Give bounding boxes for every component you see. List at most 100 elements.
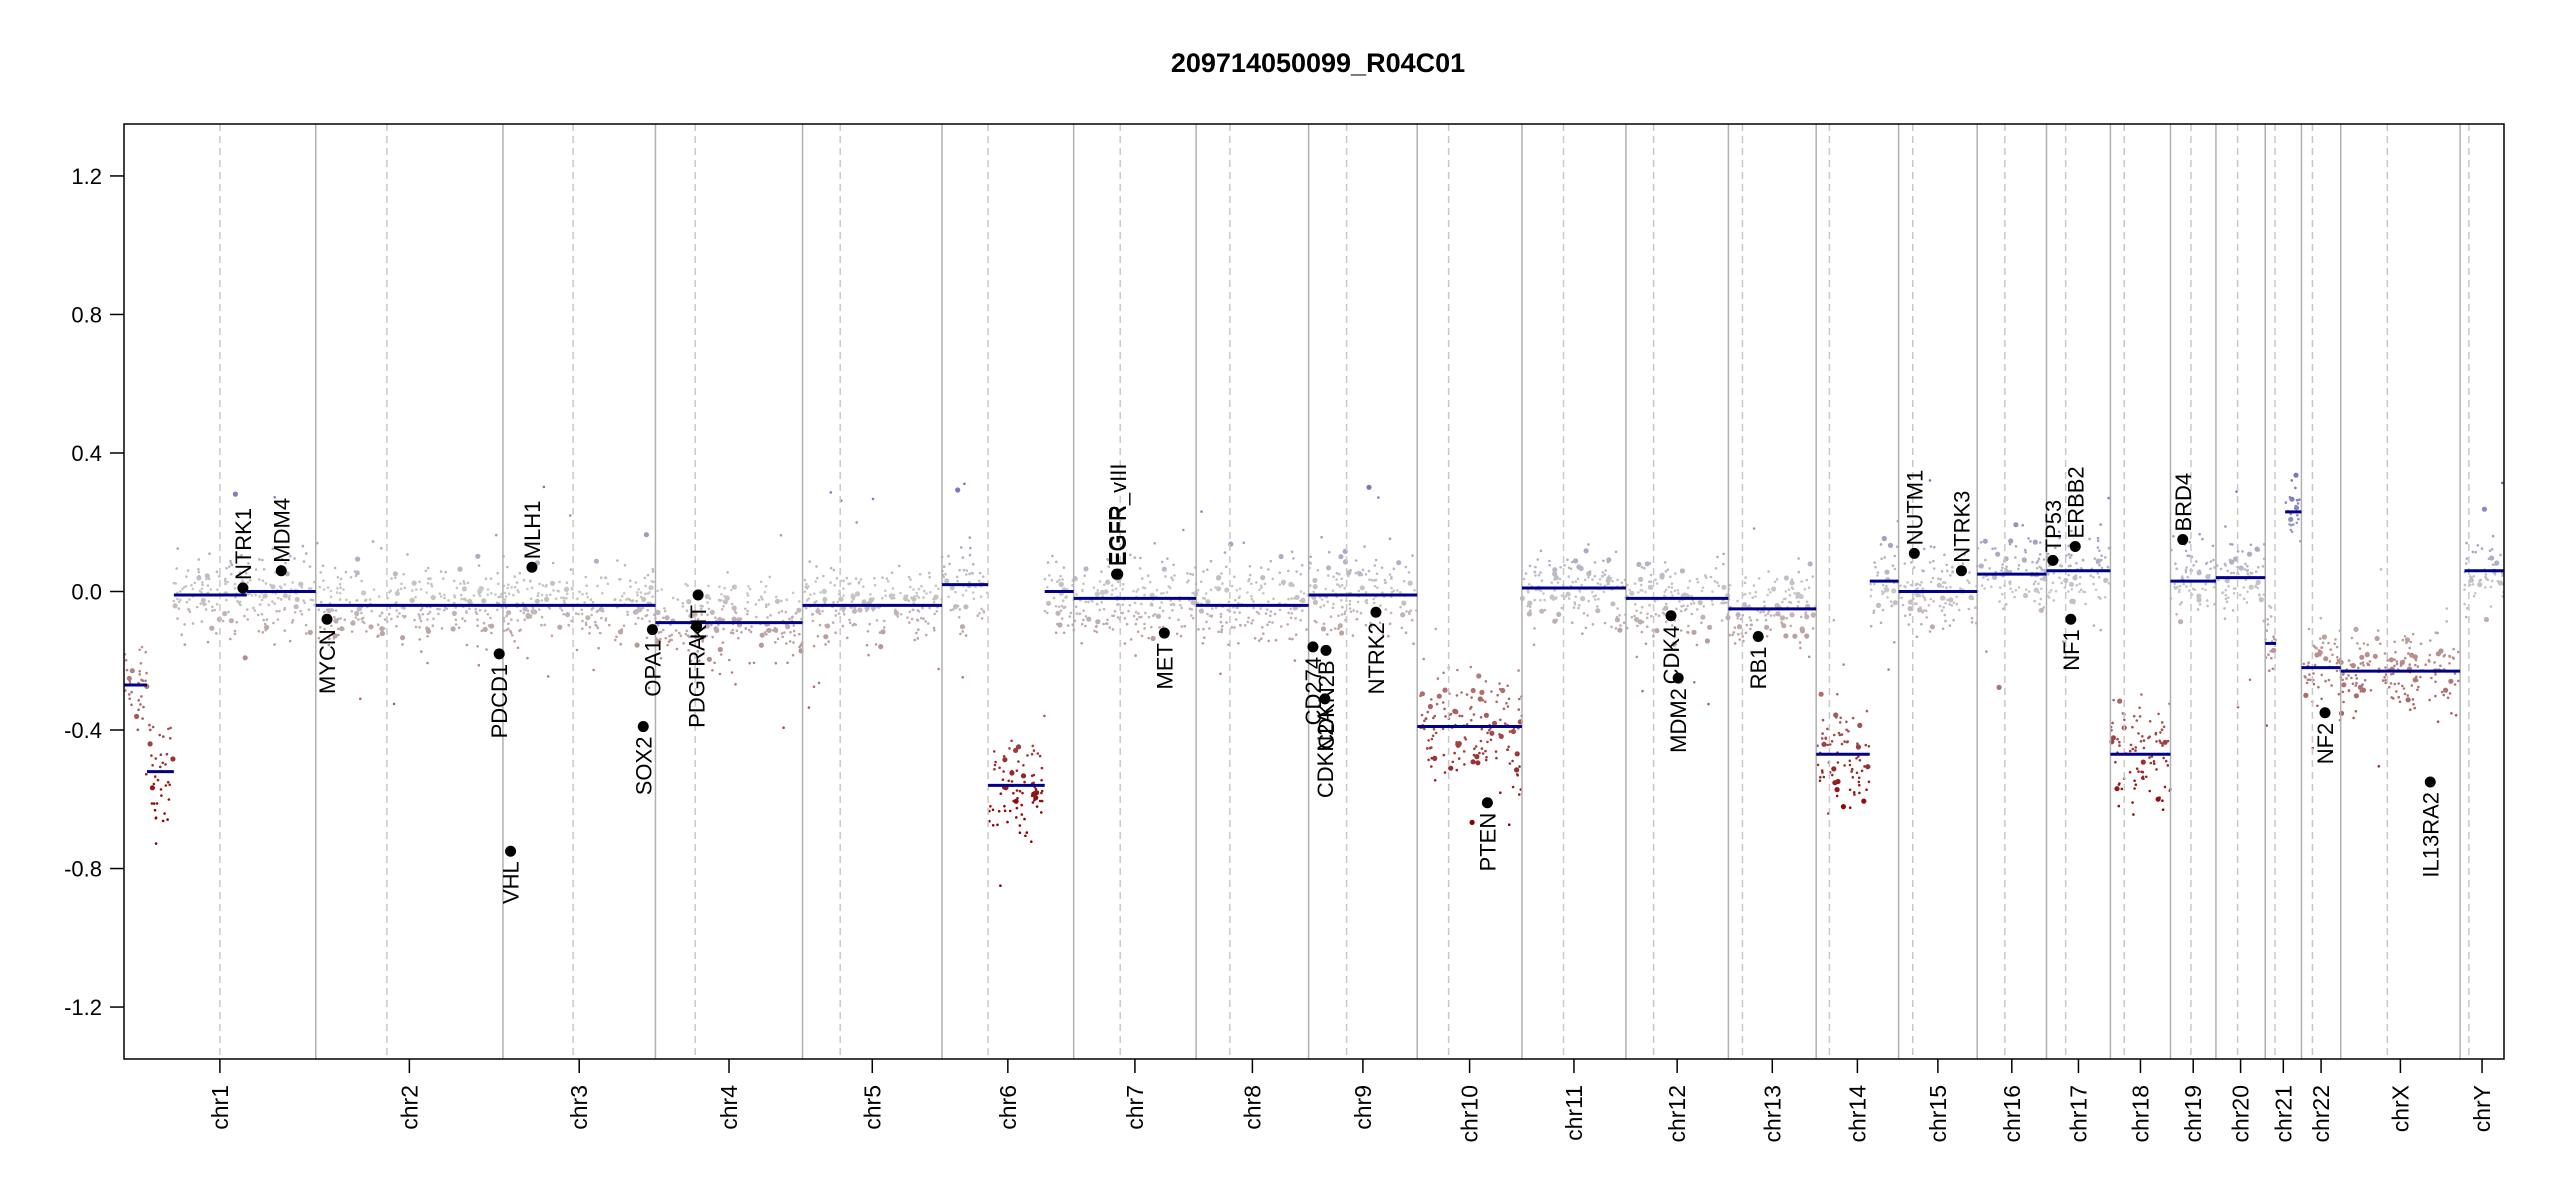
- probe-point: [685, 609, 689, 612]
- probe-point: [1820, 737, 1824, 740]
- probe-point: [981, 575, 985, 578]
- probe-point: [1474, 754, 1480, 760]
- probe-point: [2290, 479, 2294, 482]
- probe-point: [728, 658, 731, 662]
- probe-point: [1432, 716, 1435, 720]
- probe-point: [1470, 718, 1473, 722]
- probe-point: [629, 585, 632, 588]
- probe-point: [163, 812, 166, 815]
- probe-point: [2047, 573, 2050, 576]
- probe-point: [2196, 608, 2200, 611]
- probe-point: [418, 617, 422, 620]
- probe-point: [1367, 569, 1371, 573]
- probe-point: [627, 598, 631, 601]
- gene-label: NTRK2: [1364, 622, 1389, 694]
- probe-point: [1331, 589, 1335, 592]
- probe-point: [1630, 615, 1634, 619]
- probe-point: [2162, 739, 2168, 745]
- probe-point: [1639, 620, 1642, 624]
- probe-point: [2195, 560, 2198, 563]
- gene-label: SOX2: [631, 737, 656, 796]
- probe-point: [1288, 637, 1291, 640]
- probe-point: [606, 582, 610, 586]
- probe-point: [704, 623, 710, 629]
- probe-point: [2021, 524, 2024, 527]
- probe-point: [1171, 602, 1175, 606]
- probe-point: [2069, 598, 2075, 605]
- probe-point: [1056, 580, 1059, 583]
- probe-point: [2246, 551, 2253, 557]
- probe-point: [1533, 627, 1536, 630]
- probe-point: [495, 601, 499, 605]
- probe-point: [812, 685, 816, 688]
- probe-point: [585, 592, 588, 595]
- probe-point: [1206, 612, 1209, 616]
- probe-point: [2209, 567, 2212, 571]
- probe-point: [1260, 575, 1266, 581]
- probe-point: [1944, 602, 1947, 605]
- probe-point: [258, 603, 262, 606]
- x-tick-label: chr12: [1664, 1085, 1690, 1143]
- probe-point: [216, 588, 219, 591]
- probe-point: [873, 583, 877, 587]
- probe-point: [496, 571, 500, 575]
- probe-point: [2270, 656, 2273, 660]
- probe-point: [2290, 530, 2294, 534]
- probe-point: [1780, 621, 1783, 624]
- probe-point: [1225, 565, 1228, 569]
- probe-point: [1267, 639, 1270, 643]
- probe-point: [1716, 581, 1719, 584]
- probe-point: [793, 634, 796, 637]
- probe-point: [1322, 622, 1326, 626]
- probe-point: [1250, 622, 1253, 625]
- probe-point: [1430, 737, 1434, 741]
- probe-point: [2408, 663, 2411, 666]
- probe-point: [2499, 553, 2502, 557]
- probe-point: [815, 565, 818, 568]
- gene-marker: [1955, 565, 1967, 577]
- probe-point: [2430, 676, 2433, 680]
- probe-point: [1611, 579, 1614, 583]
- probe-point: [560, 609, 564, 612]
- probe-point: [552, 589, 555, 592]
- gene-marker: [1307, 641, 1319, 653]
- probe-point: [2327, 641, 2330, 645]
- probe-point: [2139, 740, 2143, 743]
- probe-point: [971, 562, 975, 566]
- probe-point: [1484, 680, 1488, 683]
- probe-point: [2100, 554, 2103, 557]
- probe-point: [1430, 765, 1433, 768]
- probe-point: [328, 637, 331, 640]
- probe-point: [1140, 602, 1143, 606]
- probe-point: [1833, 712, 1839, 718]
- probe-point: [1798, 593, 1804, 600]
- probe-point: [1017, 760, 1020, 763]
- probe-point: [1400, 626, 1404, 630]
- probe-point: [1343, 610, 1347, 614]
- probe-point: [1291, 637, 1294, 641]
- probe-point: [1262, 592, 1265, 595]
- probe-point: [1368, 578, 1371, 581]
- probe-point: [2379, 568, 2383, 571]
- probe-point: [2054, 589, 2058, 593]
- probe-point: [1932, 567, 1936, 570]
- probe-point: [411, 589, 414, 592]
- probe-point: [660, 588, 664, 591]
- probe-point: [322, 588, 326, 591]
- probe-point: [1301, 609, 1304, 612]
- probe-point: [1811, 627, 1815, 630]
- probe-point: [2043, 568, 2046, 572]
- probe-point: [722, 599, 729, 605]
- probe-point: [279, 597, 283, 601]
- probe-point: [2107, 496, 2110, 500]
- probe-point: [481, 598, 487, 604]
- probe-point: [968, 580, 971, 584]
- probe-point: [920, 616, 923, 620]
- probe-point: [639, 591, 643, 594]
- probe-point: [2159, 731, 2162, 734]
- probe-point: [1372, 597, 1375, 601]
- probe-point: [1216, 578, 1219, 581]
- probe-point: [2047, 596, 2051, 599]
- probe-point: [2309, 678, 2312, 682]
- probe-point: [1006, 820, 1009, 824]
